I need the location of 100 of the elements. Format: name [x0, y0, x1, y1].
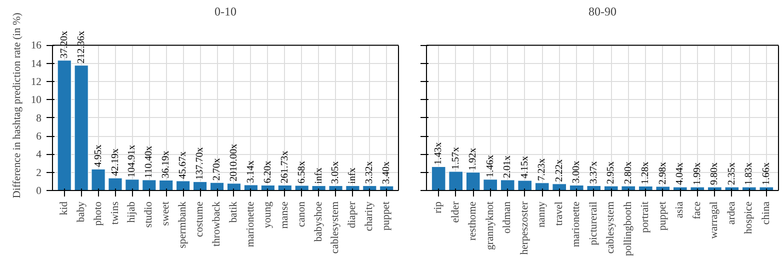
- x-tick-label: sweet: [160, 201, 172, 226]
- annotation: 2.01x: [502, 155, 514, 178]
- annotation: 261.73x: [279, 150, 290, 184]
- annotation: 2.95x: [606, 162, 617, 184]
- x-tick-label: puppet: [657, 201, 668, 231]
- annotation: 110.40x: [144, 146, 155, 178]
- bar: [431, 166, 446, 190]
- bar: [656, 186, 670, 190]
- annotation: 1.92x: [468, 148, 479, 170]
- bar: [621, 186, 636, 190]
- bar: [448, 171, 463, 190]
- annotation: 45.67x: [178, 151, 189, 179]
- bar: [346, 186, 360, 190]
- y-tick-label: 16: [30, 40, 42, 52]
- annotation: 2.22x: [554, 159, 565, 182]
- annotation: 2.35x: [726, 162, 738, 186]
- bar: [500, 180, 515, 190]
- x-tick-label: china: [760, 201, 772, 225]
- y-tick-label: 6: [36, 132, 42, 143]
- x-tick-label: baby: [76, 200, 87, 222]
- annotation: 3.37x: [588, 161, 600, 184]
- annotation: infx: [313, 168, 324, 184]
- annotation: 36.19x: [160, 150, 172, 178]
- x-tick-label: pollingbooth: [622, 200, 634, 256]
- x-tick-label: twins: [110, 202, 121, 225]
- bar: [534, 182, 550, 190]
- annotation: 6.20x: [262, 160, 274, 184]
- annotation: 37.20x: [58, 30, 70, 58]
- annotation: 2.70x: [212, 158, 223, 181]
- x-tick-label: nanny: [536, 200, 548, 228]
- annotation: 104.91x: [126, 144, 138, 178]
- y-tick-label: 10: [30, 95, 42, 106]
- x-tick-label: marionette: [571, 201, 582, 248]
- x-tick-label: warragal: [709, 201, 720, 239]
- bar: [57, 60, 72, 190]
- annotation: 4.15x: [519, 156, 530, 179]
- x-tick-label: marionette: [245, 201, 256, 248]
- bar: [312, 186, 326, 190]
- annotation: 3.14x: [245, 160, 256, 183]
- y-tick-label: 12: [30, 77, 42, 88]
- x-tick-label: elder: [450, 201, 462, 223]
- x-tick-label: cablesystem: [606, 200, 617, 254]
- x-tick-label: hospice: [744, 201, 755, 234]
- annotation: infx: [347, 168, 358, 184]
- x-tick-label: grannyknot: [484, 201, 496, 250]
- bar: [604, 186, 618, 190]
- x-tick-label: batik: [228, 200, 240, 223]
- annotation: 9.80x: [709, 162, 720, 186]
- bar: [380, 186, 394, 190]
- x-tick-label: picturerail: [588, 201, 600, 246]
- chart-title: 0-10: [214, 4, 236, 18]
- y-tick-label: 14: [30, 58, 42, 70]
- annotation: 1.46x: [484, 154, 496, 178]
- annotation: 4.04x: [674, 162, 686, 186]
- x-tick-label: travel: [554, 201, 565, 226]
- bar: [210, 182, 224, 190]
- bar: [108, 178, 122, 190]
- y-tick-label: 2: [36, 168, 42, 179]
- x-tick-label: oldman: [502, 200, 514, 234]
- x-tick-label: herpeszoster: [519, 201, 530, 255]
- bar: [328, 186, 343, 190]
- x-tick-label: photo: [92, 201, 104, 226]
- x-tick-label: spermbank: [178, 200, 189, 248]
- x-tick-label: resthome: [468, 201, 479, 241]
- x-tick-label: costume: [194, 201, 206, 238]
- bar: [518, 180, 532, 190]
- bar: [466, 172, 480, 190]
- bar: [294, 185, 309, 190]
- y-tick-label: 4: [36, 150, 42, 161]
- bar: [483, 179, 498, 190]
- bar: [586, 186, 602, 190]
- x-tick-label: ardea: [726, 201, 738, 225]
- annotation: 212.36x: [76, 30, 87, 64]
- x-tick-label: hijab: [126, 201, 138, 223]
- bar: [672, 186, 688, 190]
- annotation: 1.28x: [640, 162, 652, 184]
- annotation: 1.57x: [450, 147, 462, 170]
- bar: [226, 183, 242, 190]
- chart-title: 80-90: [588, 4, 616, 18]
- bar: [159, 180, 174, 190]
- bar: [142, 180, 156, 190]
- annotation: 1.43x: [433, 142, 444, 165]
- bar: [690, 186, 705, 190]
- annotation: 3.00x: [571, 160, 582, 184]
- annotation: 2.80x: [622, 162, 634, 184]
- annotation: 1.66x: [760, 162, 772, 186]
- x-tick-label: canon: [296, 200, 308, 227]
- annotation: 1.99x: [692, 162, 703, 186]
- bar: [724, 186, 740, 190]
- annotation: 42.19x: [110, 148, 121, 176]
- bar: [742, 186, 756, 190]
- x-tick-label: cablesystem: [330, 200, 342, 254]
- annotation: 137.70x: [194, 147, 206, 180]
- x-tick-label: rip: [433, 201, 444, 214]
- x-tick-label: asia: [674, 201, 686, 218]
- x-tick-label: manse: [279, 201, 290, 229]
- bar: [176, 180, 190, 190]
- bar: [193, 182, 208, 190]
- annotation: 7.23x: [536, 158, 548, 181]
- y-axis-title: Difference in hashtag prediction rate (in %): [12, 12, 23, 198]
